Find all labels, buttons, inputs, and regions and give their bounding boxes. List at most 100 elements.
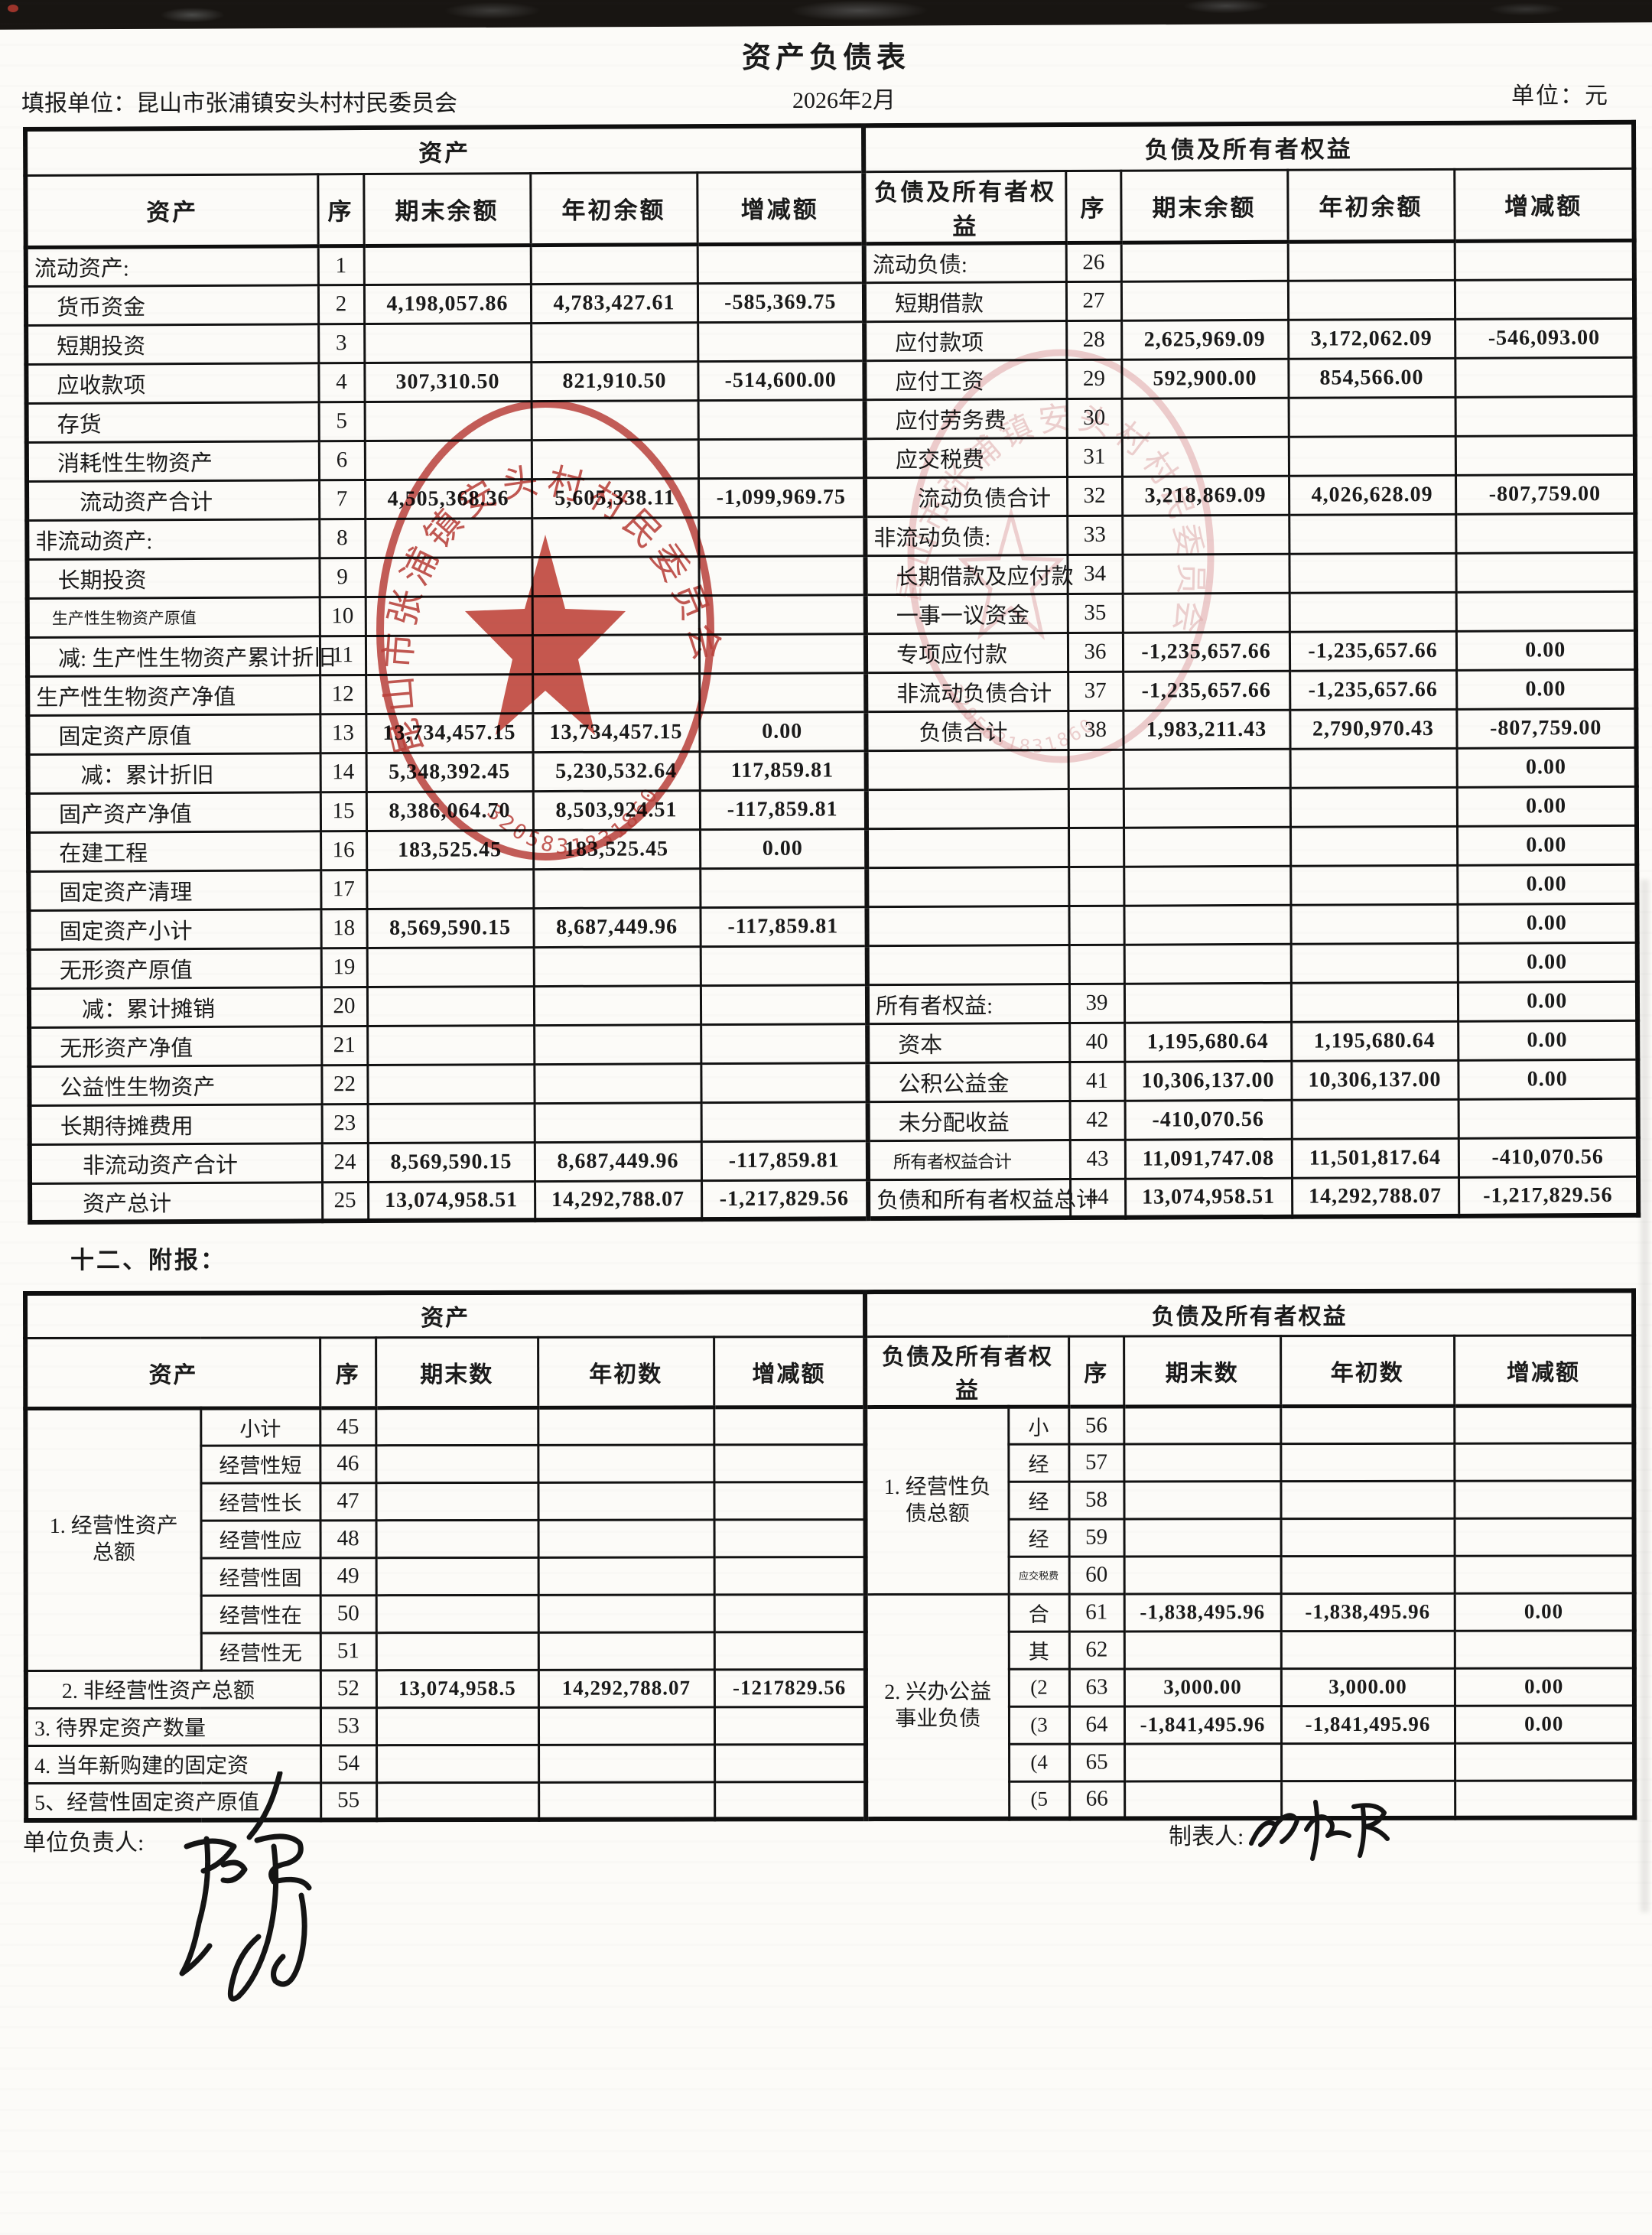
seq-cell: 45 <box>320 1407 376 1446</box>
balance-sheet-row: 固产资产净值 15 8,386,064.70 8,503,924.51 -117… <box>28 786 1637 832</box>
asset-seq-cell: 3 <box>318 324 365 363</box>
liability-sub-label: 应交税费 <box>1008 1556 1069 1594</box>
liability-label-cell <box>867 945 1069 985</box>
liability-beginning-cell: 14,292,788.07 <box>1292 1176 1459 1217</box>
change-cell <box>714 1482 866 1520</box>
asset-beginning-cell <box>534 1063 701 1104</box>
liability-change-cell: -807,759.00 <box>1455 473 1636 514</box>
liability-beginning-cell <box>1287 240 1455 281</box>
balance-sheet-row: 无形资产原值 19 0.00 <box>28 942 1637 988</box>
column-header-row: 资产 序 期末余额 年初余额 增减额 负债及所有者权益 序 期末余额 年初余额 … <box>25 168 1634 247</box>
asset-seq-cell: 21 <box>321 1026 368 1065</box>
appendix-col-asset-change: 增减额 <box>714 1336 866 1407</box>
asset-beginning-cell <box>534 1102 701 1143</box>
liability-seq-cell <box>1068 788 1124 828</box>
asset-sub-label: 经营性在 <box>200 1595 320 1633</box>
change-cell <box>714 1706 867 1745</box>
liability-change-cell <box>1455 551 1636 592</box>
beginning-cell: 3,000.00 <box>1280 1667 1455 1706</box>
beginning-cell <box>538 1482 714 1520</box>
beginning-cell <box>538 1706 715 1745</box>
liability-change-cell <box>1454 278 1635 319</box>
liability-seq-cell <box>1068 827 1124 867</box>
balance-sheet-row: 货币资金 2 4,198,057.86 4,783,427.61 -585,36… <box>25 278 1635 325</box>
unit-head-signature <box>179 1771 312 2002</box>
asset-ending-cell: 8,569,590.15 <box>366 908 534 948</box>
asset-seq-cell: 4 <box>318 363 365 402</box>
liability-change-cell: 0.00 <box>1456 747 1637 787</box>
liability-beginning-cell: -1,235,657.66 <box>1289 630 1457 671</box>
asset-sub-label: 经营性短 <box>200 1445 320 1483</box>
balance-sheet-row: 非流动资产: 8 非流动负债: 33 <box>27 512 1636 559</box>
seq-cell: 63 <box>1068 1668 1124 1706</box>
ending-cell <box>1124 1406 1281 1444</box>
asset-seq-cell: 10 <box>319 597 366 636</box>
asset-label-cell: 非流动资产合计 <box>29 1143 323 1183</box>
span-header-row: 资产 负债及所有者权益 <box>25 122 1634 175</box>
liability-beginning-cell <box>1289 513 1456 554</box>
red-ink-speck <box>8 5 18 12</box>
liability-beginning-cell <box>1290 981 1459 1022</box>
col-asset-seq: 序 <box>317 174 364 246</box>
scan-edge-streak <box>1641 880 1649 1912</box>
asset-seq-cell: 9 <box>319 558 366 597</box>
beginning-cell: 14,292,788.07 <box>538 1669 714 1707</box>
appendix-row-45: 1. 经营性资产 总额 小计 45 1. 经营性负 债总额 小 56 <box>25 1405 1634 1671</box>
liability-seq-cell: 42 <box>1069 1100 1125 1140</box>
report-meta-row: 填报单位：昆山市张浦镇安头村村民委员会 2026年2月 单位：元 <box>0 83 1652 118</box>
asset-ending-cell <box>366 986 535 1026</box>
appendix-span-header-row: 资产 负债及所有者权益 <box>25 1290 1634 1338</box>
liability-sub-label: 合 <box>1008 1593 1069 1632</box>
liability-beginning-cell <box>1290 903 1458 944</box>
liability-beginning-cell <box>1287 279 1455 320</box>
asset-beginning-cell <box>533 868 701 909</box>
seq-cell: 61 <box>1068 1593 1124 1632</box>
beginning-cell <box>538 1594 714 1632</box>
liability-beginning-cell: 1,195,680.64 <box>1291 1020 1459 1061</box>
asset-label-cell: 公益性生物资产 <box>29 1065 322 1105</box>
beginning-cell: -1,838,495.96 <box>1280 1592 1455 1632</box>
beginning-cell <box>538 1557 714 1595</box>
change-cell <box>714 1594 866 1632</box>
liability-ending-cell: 10,306,137.00 <box>1124 1060 1292 1101</box>
asset-change-cell <box>701 1023 868 1064</box>
appendix-assets-span-header: 资产 <box>25 1292 866 1338</box>
asset-change-cell <box>701 1062 868 1103</box>
liability-change-cell: 0.00 <box>1457 942 1637 982</box>
beginning-cell <box>1280 1443 1455 1482</box>
beginning-cell <box>1280 1555 1455 1594</box>
liability-change-cell <box>1454 239 1634 280</box>
asset-beginning-cell <box>533 946 701 987</box>
appendix-col-asset-beginning: 年初数 <box>538 1336 714 1407</box>
currency-unit-label: 单位：元 <box>1511 83 1609 109</box>
asset-label-cell: 固定资产清理 <box>28 870 321 910</box>
liability-label-cell <box>867 906 1069 946</box>
liability-beginning-cell <box>1289 786 1458 827</box>
asset-beginning-cell <box>530 244 698 285</box>
appendix-row-48: 经营性应 48 经 59 <box>26 1518 1634 1558</box>
col-asset-change: 增减额 <box>697 171 864 245</box>
asset-seq-cell: 14 <box>320 753 366 792</box>
balance-sheet-row: 资产总计 25 13,074,958.51 14,292,788.07 -1,2… <box>30 1176 1639 1222</box>
ending-cell <box>376 1632 538 1671</box>
change-cell: -1217829.56 <box>714 1669 866 1707</box>
asset-label-cell: 在建工程 <box>28 831 321 871</box>
asset-change-cell: -117,859.81 <box>700 906 867 947</box>
main-table-body: 流动资产: 1 流动负债: 26 货币资金 2 4,198,057.86 4 <box>25 239 1639 1222</box>
balance-sheet-row: 长期投资 9 长期借款及应付款 34 <box>27 551 1636 598</box>
beginning-cell <box>1280 1405 1455 1444</box>
appendix-col-asset-ending: 期末数 <box>376 1336 538 1408</box>
asset-label-cell: 资产总计 <box>30 1182 323 1222</box>
asset-label-cell: 无形资产净值 <box>29 1026 322 1066</box>
change-cell <box>1454 1405 1634 1443</box>
seq-cell: 48 <box>320 1520 376 1558</box>
asset-beginning-cell <box>534 1024 701 1065</box>
ending-cell: 3,000.00 <box>1124 1668 1281 1706</box>
liability-beginning-cell: 3,172,062.09 <box>1288 318 1455 359</box>
asset-ending-cell <box>367 1025 535 1065</box>
liability-change-cell: 0.00 <box>1458 1059 1638 1099</box>
liability-ending-cell: 1,195,680.64 <box>1124 1021 1292 1062</box>
liability-beginning-cell <box>1290 825 1458 866</box>
balance-sheet-row: 公益性生物资产 22 公积公益金 41 10,306,137.00 10,306… <box>29 1059 1638 1105</box>
asset-seq-cell: 23 <box>321 1104 368 1144</box>
